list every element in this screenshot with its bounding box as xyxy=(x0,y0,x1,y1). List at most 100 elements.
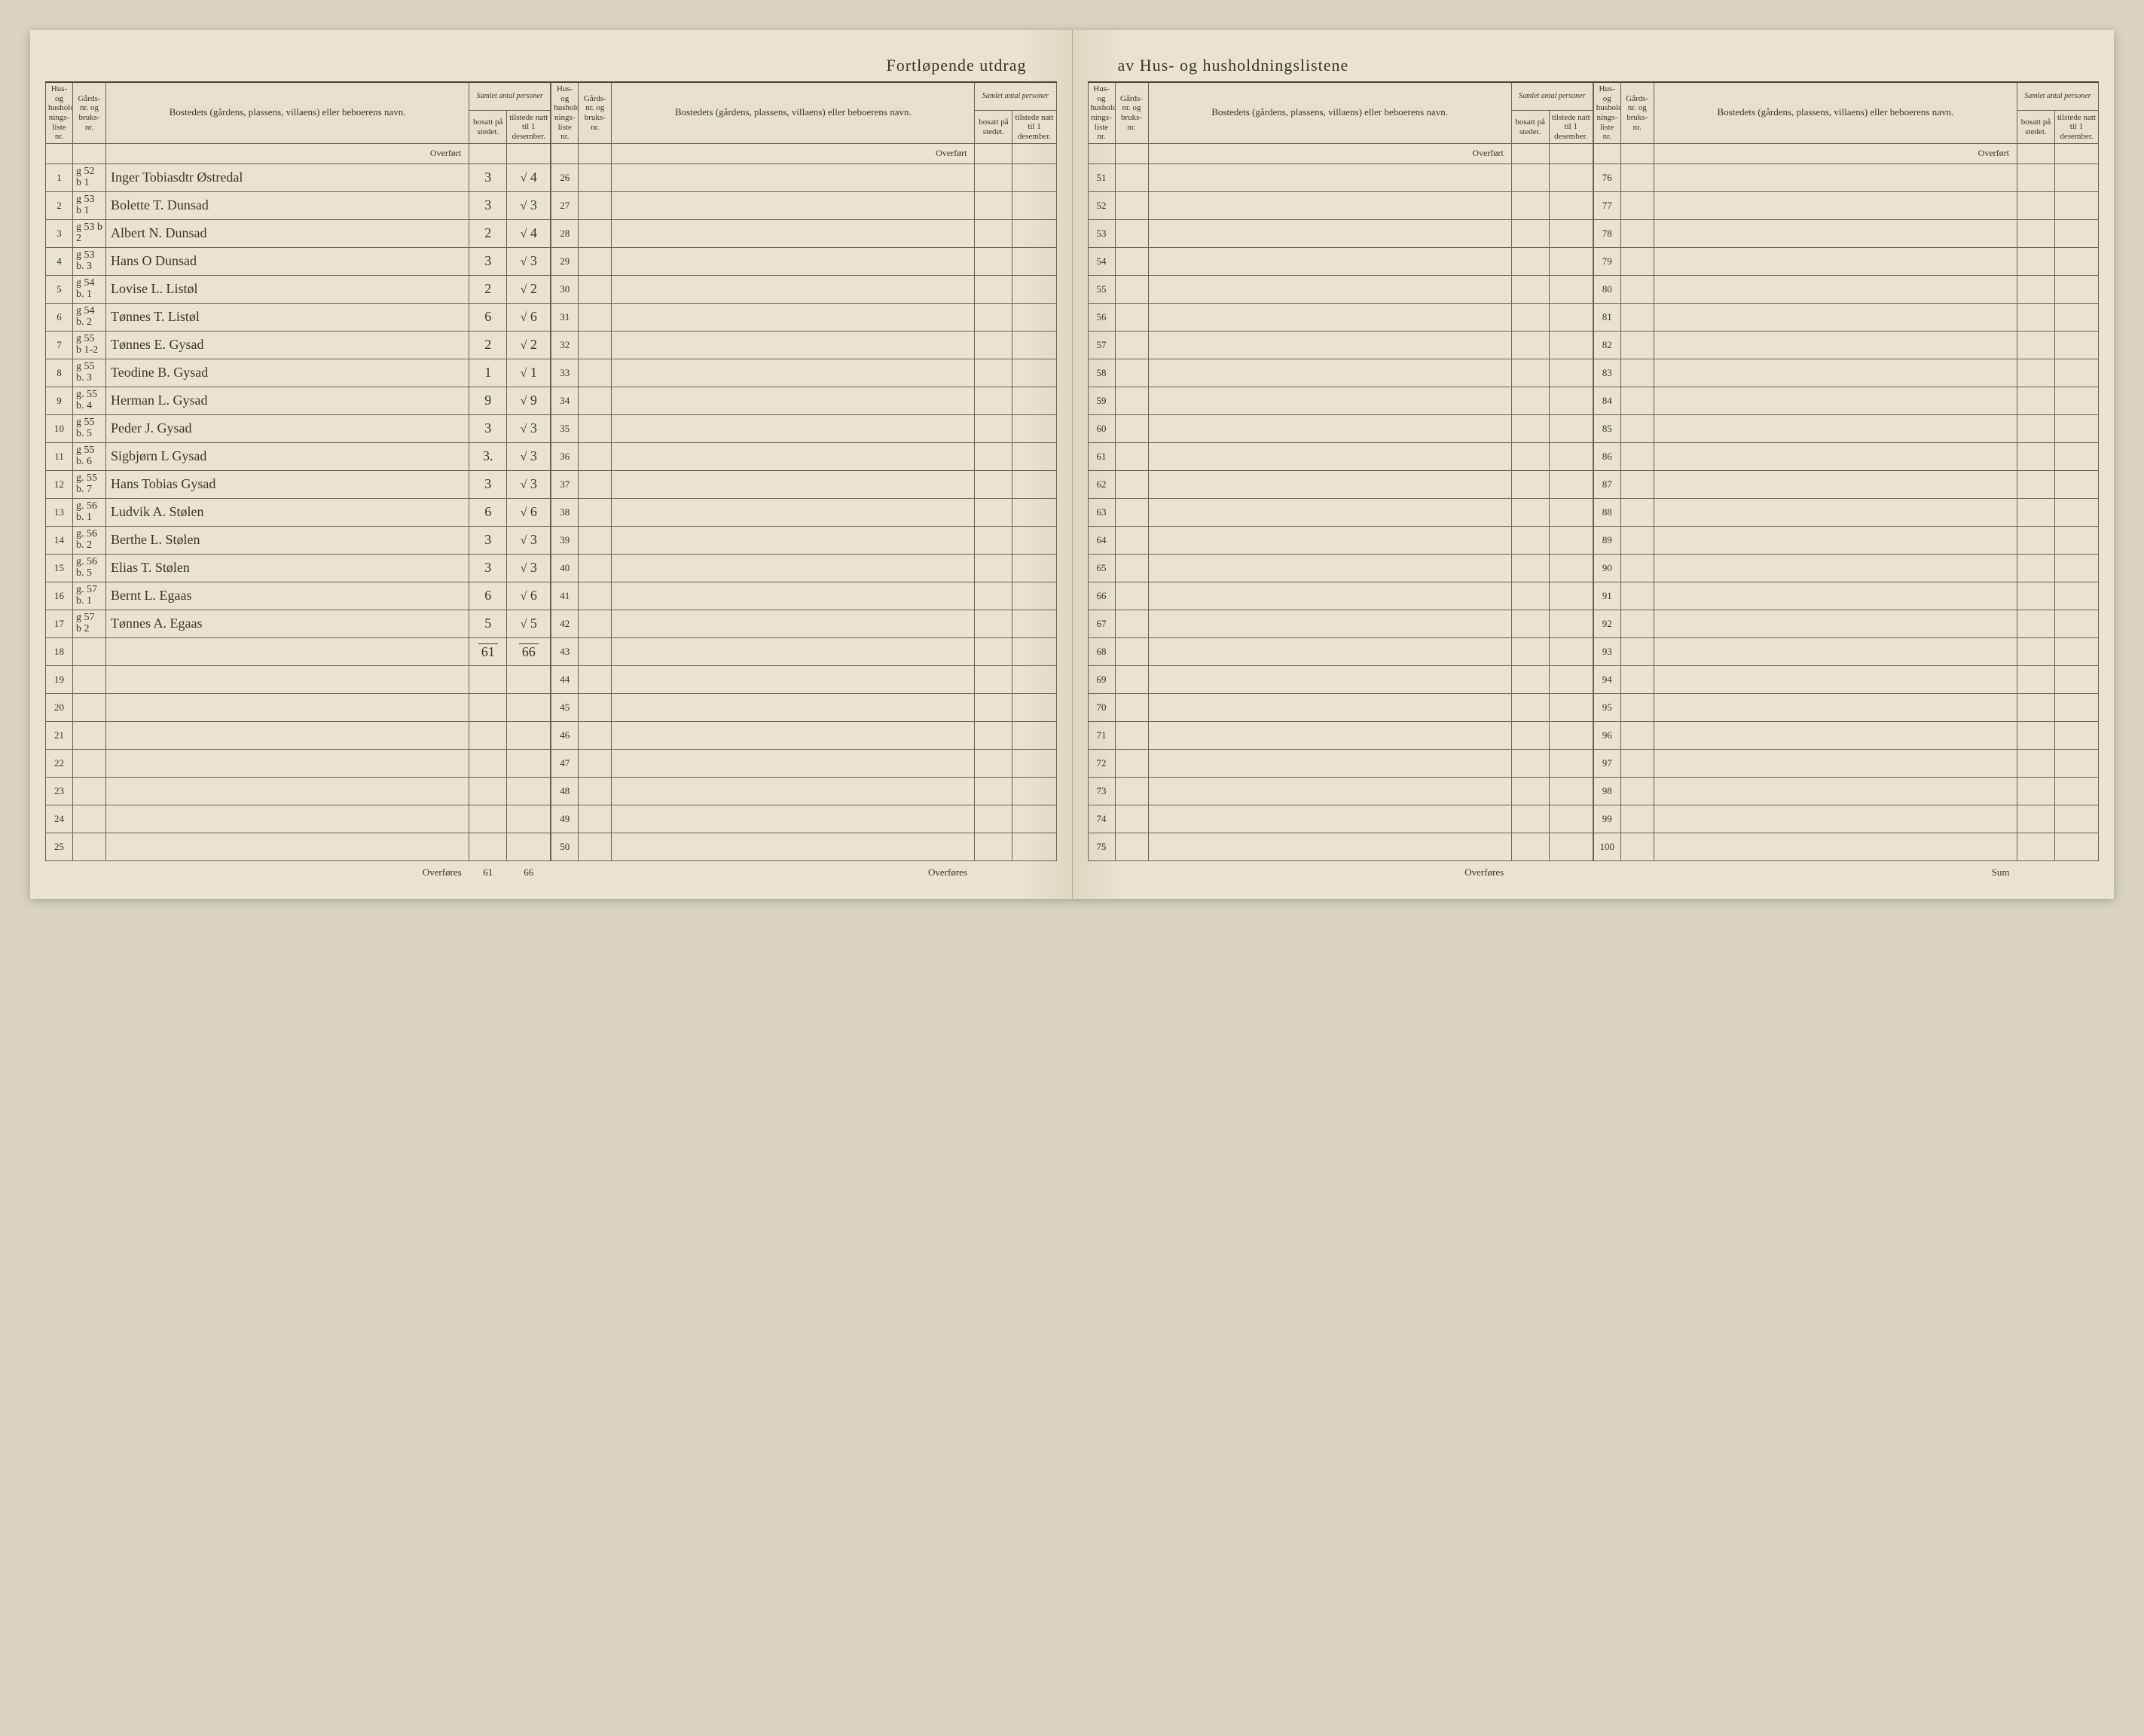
row-number: 20 xyxy=(46,693,73,721)
table-row: 12 g. 55b. 7 Hans Tobias Gysad 3 √ 3 xyxy=(46,470,551,498)
gards-cell xyxy=(1620,191,1654,219)
row-number: 98 xyxy=(1593,777,1620,805)
table-row: 78 xyxy=(1593,219,2098,247)
footer-tilstede xyxy=(1549,860,1593,884)
name-cell xyxy=(106,749,469,777)
row-number: 74 xyxy=(1088,805,1115,833)
row-number: 64 xyxy=(1088,526,1115,554)
gards-cell xyxy=(1115,637,1148,665)
hdr-samlet: Samlet antal personer xyxy=(2017,82,2098,111)
name-cell: Inger Tobiasdtr Østredal xyxy=(106,164,469,191)
tilstede-cell xyxy=(1549,442,1593,470)
name-cell xyxy=(1148,219,1511,247)
gards-cell xyxy=(1115,247,1148,275)
row-number: 78 xyxy=(1593,219,1620,247)
table-row: 92 xyxy=(1593,610,2098,637)
table-row: 97 xyxy=(1593,749,2098,777)
hdr-gards-nr: Gårds-nr. og bruks-nr. xyxy=(1115,82,1148,143)
gards-cell xyxy=(1620,164,1654,191)
table-row: 36 xyxy=(551,442,1056,470)
name-cell xyxy=(612,610,975,637)
left-page: Fortløpende utdrag Hus- og hushold-nings… xyxy=(30,30,1073,899)
bosatt-cell xyxy=(2017,554,2054,582)
name-cell xyxy=(1148,498,1511,526)
hdr-list-nr: Hus- og hushold-nings-liste nr. xyxy=(1088,82,1115,143)
row-number: 26 xyxy=(551,164,579,191)
bosatt-cell xyxy=(975,414,1012,442)
gards-cell xyxy=(579,833,612,860)
row-number: 79 xyxy=(1593,247,1620,275)
row-number: 68 xyxy=(1088,637,1115,665)
row-number: 57 xyxy=(1088,331,1115,359)
hdr-tilstede: tilstede natt til 1 desember. xyxy=(1012,111,1056,143)
bosatt-cell xyxy=(2017,582,2054,610)
table-row: 87 xyxy=(1593,470,2098,498)
row-number: 81 xyxy=(1593,303,1620,331)
hdr-tilstede: tilstede natt til 1 desember. xyxy=(2054,111,2098,143)
hdr-list-nr: Hus- og hushold-nings-liste nr. xyxy=(551,82,579,143)
name-cell: Elias T. Stølen xyxy=(106,554,469,582)
name-cell: Hans O Dunsad xyxy=(106,247,469,275)
name-cell xyxy=(1654,805,2017,833)
tilstede-cell: √ 3 xyxy=(507,247,551,275)
tilstede-cell xyxy=(2054,665,2098,693)
table-row: 32 xyxy=(551,331,1056,359)
gards-cell: g 55b. 5 xyxy=(73,414,106,442)
table-row: 90 xyxy=(1593,554,2098,582)
gards-cell xyxy=(579,721,612,749)
table-row: 4 g 53b. 3 Hans O Dunsad 3 √ 3 xyxy=(46,247,551,275)
row-number: 24 xyxy=(46,805,73,833)
bosatt-cell xyxy=(2017,526,2054,554)
bosatt-cell xyxy=(2017,191,2054,219)
gards-cell xyxy=(579,164,612,191)
gards-cell xyxy=(73,665,106,693)
name-cell: Ludvik A. Stølen xyxy=(106,498,469,526)
table-row: 71 xyxy=(1088,721,1593,749)
row-number: 92 xyxy=(1593,610,1620,637)
gards-cell xyxy=(1115,610,1148,637)
bosatt-cell xyxy=(1511,359,1549,387)
bosatt-cell xyxy=(469,721,507,749)
table-row: 65 xyxy=(1088,554,1593,582)
gards-cell xyxy=(1620,526,1654,554)
tilstede-cell xyxy=(2054,247,2098,275)
gards-cell xyxy=(1620,387,1654,414)
name-cell xyxy=(612,526,975,554)
name-cell xyxy=(1654,470,2017,498)
table-row: 91 xyxy=(1593,582,2098,610)
bosatt-cell xyxy=(2017,833,2054,860)
gards-cell xyxy=(1115,805,1148,833)
row-number: 63 xyxy=(1088,498,1115,526)
name-cell xyxy=(1148,665,1511,693)
tilstede-cell xyxy=(2054,637,2098,665)
row-number: 84 xyxy=(1593,387,1620,414)
table-row: 73 xyxy=(1088,777,1593,805)
row-number: 59 xyxy=(1088,387,1115,414)
table-row: 100 xyxy=(1593,833,2098,860)
gards-cell xyxy=(1115,498,1148,526)
bosatt-cell: 61 xyxy=(469,637,507,665)
ledger-block: Hus- og hushold-nings-liste nr. Gårds-nr… xyxy=(551,81,1056,884)
gards-cell xyxy=(1620,359,1654,387)
row-number: 49 xyxy=(551,805,579,833)
gards-cell xyxy=(1115,414,1148,442)
table-row: 77 xyxy=(1593,191,2098,219)
bosatt-cell xyxy=(975,275,1012,303)
name-cell xyxy=(612,777,975,805)
table-row: 35 xyxy=(551,414,1056,442)
name-cell xyxy=(1654,693,2017,721)
name-cell xyxy=(1148,721,1511,749)
tilstede-cell xyxy=(1012,721,1056,749)
tilstede-cell xyxy=(1549,637,1593,665)
row-number: 32 xyxy=(551,331,579,359)
name-cell xyxy=(1148,470,1511,498)
row-number: 28 xyxy=(551,219,579,247)
table-row: 21 xyxy=(46,721,551,749)
footer-tilstede xyxy=(2054,860,2098,884)
row-number: 9 xyxy=(46,387,73,414)
row-number: 27 xyxy=(551,191,579,219)
bosatt-cell: 3 xyxy=(469,554,507,582)
name-cell: Hans Tobias Gysad xyxy=(106,470,469,498)
tilstede-cell: √ 4 xyxy=(507,164,551,191)
gards-cell xyxy=(579,805,612,833)
